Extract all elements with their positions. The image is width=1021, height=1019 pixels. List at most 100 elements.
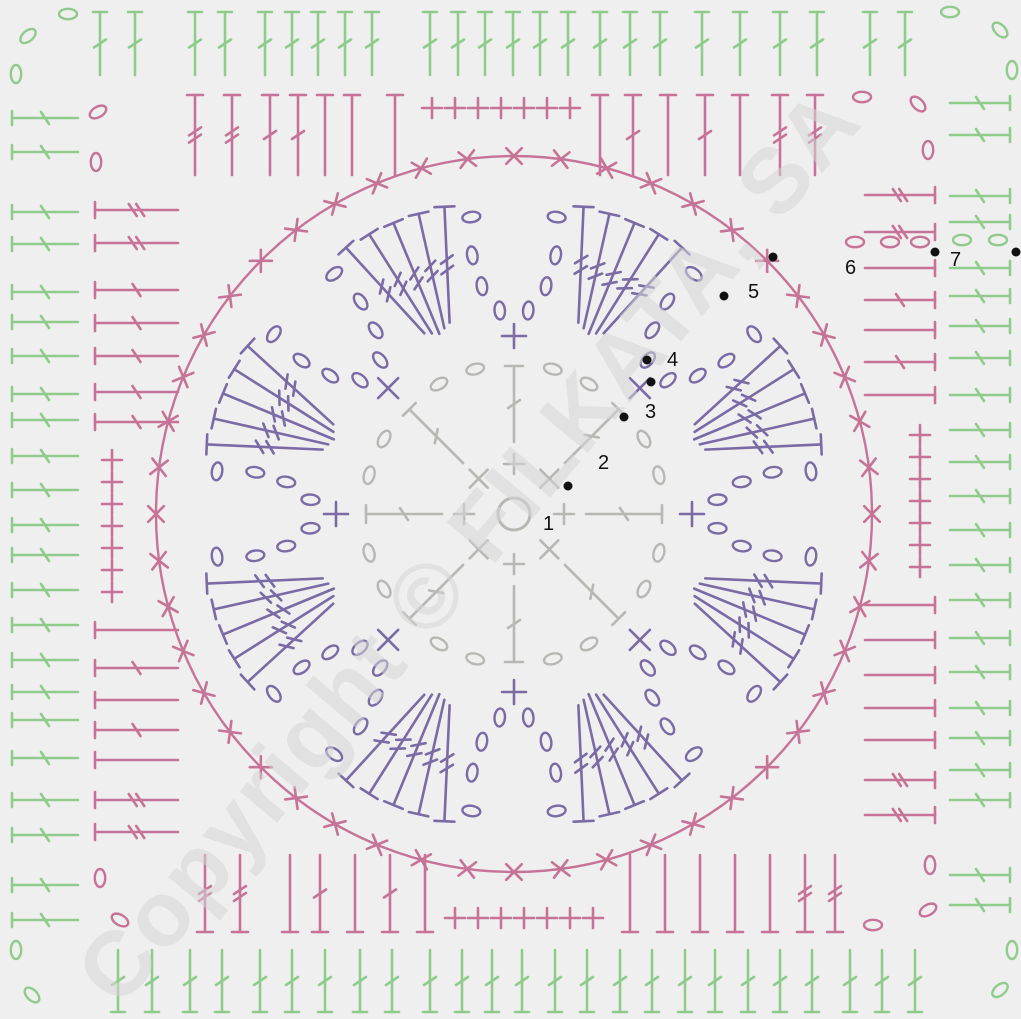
stitch-post — [602, 693, 684, 782]
tall-stitch — [948, 896, 1012, 914]
stitch-post — [344, 693, 426, 782]
stitch-post — [719, 795, 745, 801]
stitch-slash — [897, 187, 909, 203]
stitch-slash — [862, 38, 878, 49]
single-crochet-stitch — [217, 283, 243, 309]
tall-stitch — [337, 693, 426, 789]
tall-stitch — [385, 93, 405, 177]
single-crochet-stitch — [812, 323, 836, 347]
stitch-slash — [131, 348, 142, 364]
tall-stitch — [210, 582, 330, 621]
stitch-post — [417, 698, 446, 816]
single-crochet-stitch — [812, 681, 836, 705]
stitch-slash — [772, 133, 788, 144]
tall-stitch — [205, 572, 325, 595]
single-crochet-stitch — [908, 533, 932, 557]
stitch-slash — [385, 285, 392, 303]
single-crochet-stitch — [100, 580, 124, 604]
stitch-slash — [894, 292, 906, 308]
tall-stitch — [948, 213, 1012, 231]
stitch-slash — [134, 792, 146, 808]
single-crochet-stitch — [848, 595, 871, 618]
stitch-post — [392, 692, 441, 807]
tall-stitch — [10, 581, 80, 599]
tall-stitch — [10, 711, 80, 729]
stitch-post — [729, 217, 735, 243]
single-crochet-stitch — [552, 502, 576, 526]
single-crochet-stitch — [443, 906, 467, 930]
stitch-slash — [39, 750, 51, 766]
stitch-slash — [454, 975, 470, 987]
stitch-slash — [39, 386, 51, 402]
tall-stitch — [563, 563, 627, 627]
stitch-top-bar — [227, 649, 241, 669]
stitch-top-bar — [610, 610, 627, 627]
stitch-slash — [290, 129, 306, 141]
stitch-slash — [891, 807, 903, 823]
stitch-slash — [974, 95, 986, 111]
stitch-slash — [214, 975, 230, 987]
chain-stitch — [1005, 59, 1019, 81]
stitch-slash — [747, 409, 762, 420]
tall-stitch — [315, 93, 335, 177]
stitch-post — [283, 227, 309, 233]
stitch-top-bar — [772, 337, 789, 355]
stitch-slash — [725, 385, 743, 392]
stitch-slash — [426, 269, 439, 283]
chain-stitch — [89, 151, 103, 173]
round-number-label: 2 — [598, 452, 609, 474]
stitch-slash — [644, 975, 660, 987]
stitch-post — [693, 594, 796, 661]
round-start-dot — [563, 481, 573, 491]
stitch-slash — [182, 975, 198, 987]
stitch-slash — [439, 763, 455, 774]
stitch-post — [550, 860, 571, 877]
stitch-slash — [439, 752, 455, 764]
chain-stitch — [659, 292, 676, 311]
tall-stitch — [692, 382, 811, 441]
stitch-post — [217, 293, 243, 299]
round-start-dot — [642, 355, 652, 365]
single-crochet-stitch — [365, 833, 389, 857]
round-start-dot — [719, 291, 729, 301]
tall-stitch — [948, 259, 1012, 277]
chain-stitch — [636, 579, 652, 599]
stitch-slash — [439, 253, 454, 266]
single-crochet-stitch — [908, 423, 932, 447]
stitch-slash — [39, 412, 51, 428]
stitch-slash — [312, 888, 328, 899]
tall-stitch — [651, 10, 669, 77]
chain-stitch — [921, 139, 935, 161]
stitch-post — [232, 367, 335, 434]
tall-stitch — [693, 359, 801, 434]
tall-stitch — [205, 433, 325, 456]
stitch-slash — [894, 354, 906, 370]
stitch-slash — [797, 891, 813, 903]
stitch-slash — [772, 975, 788, 987]
stitch-slash — [422, 975, 438, 987]
chain-stitch — [88, 104, 108, 120]
round-number-label: 6 — [845, 257, 856, 279]
stitch-slash — [974, 897, 986, 913]
stitch-slash — [337, 38, 353, 49]
tall-stitch — [93, 412, 180, 432]
tall-stitch — [863, 595, 937, 615]
chain-stitch — [951, 233, 973, 247]
stitch-slash — [758, 589, 767, 606]
tall-stitch — [578, 948, 596, 1014]
stitch-top-bar — [598, 210, 621, 218]
stitch-slash — [751, 605, 758, 623]
tall-stitch — [351, 948, 369, 1014]
single-crochet-stitch — [466, 906, 490, 930]
stitch-slash — [278, 643, 295, 650]
tall-stitch — [10, 749, 80, 767]
single-crochet-stitch — [100, 514, 124, 538]
tall-stitch — [10, 143, 80, 161]
single-crochet-stitch — [581, 906, 605, 930]
single-crochet-stitch — [719, 785, 745, 811]
stitch-slash — [592, 38, 608, 49]
stitch-slash — [197, 884, 213, 896]
stitch-post — [853, 410, 867, 433]
slip-crossed-stitch — [468, 468, 489, 489]
stitch-slash — [739, 637, 744, 655]
